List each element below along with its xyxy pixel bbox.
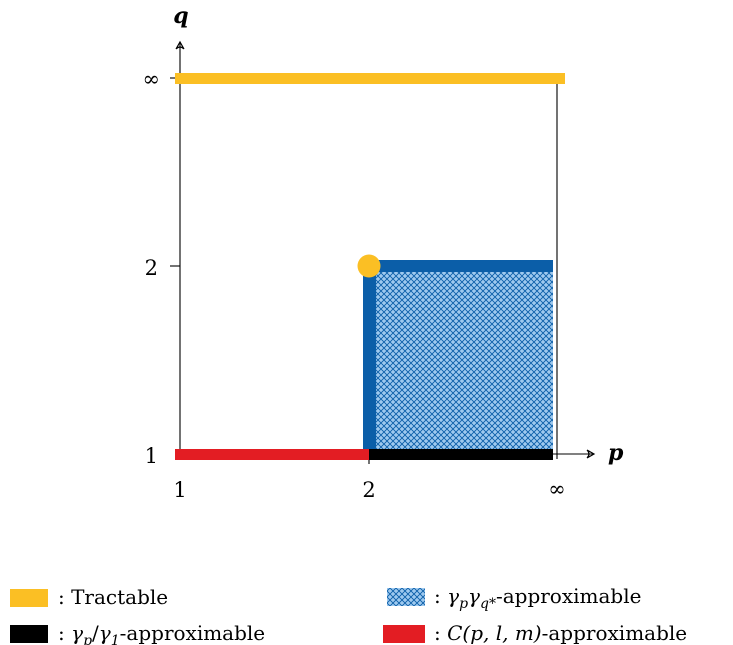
legend-label-c-p-l-m: : C(p, l, m)-approximable — [434, 621, 687, 645]
legend-label-gamma-p-q-star: : γpγq*-approximable — [434, 584, 641, 612]
tractable-point — [357, 254, 381, 278]
gamma-p-q-star-region — [369, 266, 553, 454]
y-tick-label-1: 1 — [145, 444, 158, 468]
x-tick-label-infinity: ∞ — [548, 477, 566, 501]
c-p-l-m-segment — [175, 449, 369, 460]
legend-swatch-c-p-l-m — [383, 625, 425, 643]
y-tick-label-infinity: ∞ — [143, 67, 161, 91]
x-axis-label: p — [608, 440, 624, 466]
gamma-p-q-star-top-edge — [369, 260, 553, 272]
legend-swatch-tractable — [10, 589, 48, 607]
tractable-line — [175, 73, 565, 84]
gamma-p-q-star-left-edge — [363, 260, 376, 454]
gamma-p-gamma-1-segment — [369, 449, 553, 460]
y-axis-label: q — [173, 3, 188, 29]
legend-swatch-gamma-p-q-star — [387, 588, 425, 606]
legend-label-tractable: : Tractable — [58, 585, 168, 609]
legend-swatch-gamma-p-gamma-1 — [10, 625, 48, 643]
legend-label-gamma-p-gamma-1: : γp/γ1-approximable — [58, 621, 265, 645]
x-tick-label-2: 2 — [362, 478, 375, 502]
y-tick-label-2: 2 — [145, 256, 158, 280]
x-tick-label-1: 1 — [173, 478, 186, 502]
